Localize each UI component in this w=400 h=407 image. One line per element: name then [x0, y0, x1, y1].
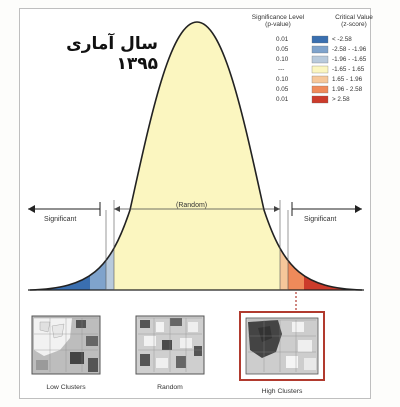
legend-p-2: 0.05 — [276, 46, 289, 53]
center-random-label: (Random) — [176, 202, 208, 209]
legend-z-1: < -2.58 — [332, 36, 352, 43]
legend-p-4: --- — [278, 66, 285, 73]
legend-header-significance-line2: (p-value) — [265, 21, 291, 28]
legend-header-critical-line2: (z-score) — [341, 21, 367, 28]
thumbnail-low-clusters-map — [31, 315, 101, 375]
legend-p-6: 0.05 — [276, 86, 289, 93]
legend-swatch-5 — [311, 75, 329, 84]
caption-low-clusters: Low Clusters — [46, 384, 86, 391]
thumbnail-high-clusters-map — [239, 311, 325, 381]
legend-swatch-2 — [311, 45, 329, 54]
legend-swatch-4 — [311, 65, 329, 74]
legend-header-significance: Significance Level (p-value) — [246, 14, 310, 28]
legend-header-critical-line1: Critical Value — [335, 14, 373, 21]
legend-z-7: > 2.58 — [332, 96, 350, 103]
legend-z-2: -2.58 - -1.96 — [332, 46, 367, 53]
region-high-005 — [288, 22, 304, 290]
legend-p-3: 0.10 — [276, 56, 289, 63]
legend-swatch-1 — [311, 35, 329, 44]
left-significant-arrow — [28, 202, 101, 216]
center-random-arrow — [114, 206, 280, 212]
legend-swatch-3 — [311, 55, 329, 64]
left-significant-label: Significant — [44, 216, 77, 223]
legend-z-6: 1.96 - 2.58 — [332, 86, 363, 93]
legend-z-4: -1.65 - 1.65 — [332, 66, 365, 73]
right-significant-arrow — [291, 202, 362, 216]
legend-p-7: 0.01 — [276, 96, 289, 103]
legend-z-5: 1.65 - 1.96 — [332, 76, 363, 83]
legend-header-significance-line1: Significance Level — [251, 14, 305, 21]
caption-high-clusters: High Clusters — [261, 388, 303, 395]
right-significant-label: Significant — [304, 216, 337, 223]
region-high-001 — [304, 22, 362, 290]
legend-z-3: -1.96 - -1.65 — [332, 56, 367, 63]
legend-p-5: 0.10 — [276, 76, 289, 83]
legend-header-critical: Critical Value (z-score) — [328, 14, 380, 28]
legend-swatch-7 — [311, 95, 329, 104]
legend-swatch-6 — [311, 85, 329, 94]
thumbnail-random-map — [135, 315, 205, 375]
legend-swatches — [311, 35, 329, 104]
caption-random: Random — [157, 384, 183, 391]
figure-title: سال آماری ۱۳۹۵ — [66, 34, 158, 74]
legend-p-1: 0.01 — [276, 36, 289, 43]
